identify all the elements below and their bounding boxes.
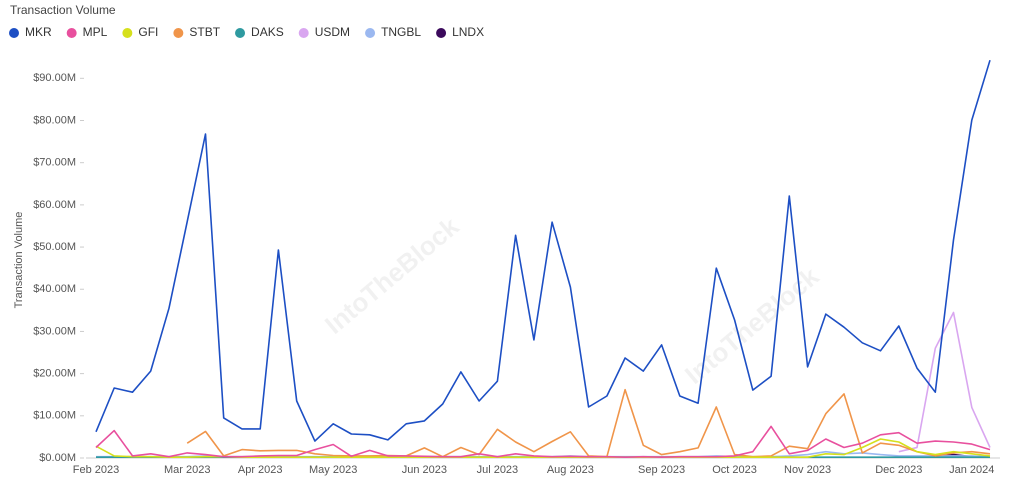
watermark: IntoTheBlock xyxy=(319,211,465,340)
series-line xyxy=(95,59,991,442)
y-tick-label: $80.00M xyxy=(33,114,76,126)
x-tick-label: Oct 2023 xyxy=(712,464,757,476)
legend-marker xyxy=(436,28,447,38)
legend-label: TNGBL xyxy=(381,25,421,39)
legend-marker xyxy=(298,28,309,38)
x-tick-label: Apr 2023 xyxy=(238,464,283,476)
legend-label: STBT xyxy=(189,25,220,39)
y-tick-label: $10.00M xyxy=(33,410,76,422)
y-tick-label: $20.00M xyxy=(33,368,76,380)
legend-marker xyxy=(235,28,246,38)
x-tick-label: Mar 2023 xyxy=(164,464,210,476)
y-tick-label: $30.00M xyxy=(33,325,76,337)
x-tick-label: Nov 2023 xyxy=(784,464,831,476)
legend-marker xyxy=(365,28,376,38)
legend-label: LNDX xyxy=(452,25,484,39)
x-tick-label: Aug 2023 xyxy=(547,464,594,476)
x-tick-label: Feb 2023 xyxy=(73,464,119,476)
x-tick-label: May 2023 xyxy=(309,464,357,476)
legend-marker xyxy=(122,28,133,38)
y-tick-label: $60.00M xyxy=(33,199,76,211)
legend-label: GFI xyxy=(138,25,158,39)
chart-title: Transaction Volume xyxy=(10,3,116,17)
y-tick-label: $90.00M xyxy=(33,72,76,84)
legend-marker xyxy=(9,28,19,38)
x-tick-label: Dec 2023 xyxy=(875,464,922,476)
y-tick-label: $70.00M xyxy=(33,157,76,169)
y-tick-label: $0.00M xyxy=(39,452,76,464)
x-tick-label: Jan 2024 xyxy=(949,464,994,476)
legend-label: MKR xyxy=(25,25,52,39)
series-line xyxy=(898,311,991,453)
y-tick-label: $50.00M xyxy=(33,241,76,253)
x-tick-label: Jun 2023 xyxy=(402,464,447,476)
x-tick-label: Sep 2023 xyxy=(638,464,685,476)
y-axis-label: Transaction Volume xyxy=(13,212,25,309)
legend-marker xyxy=(173,28,184,38)
series-line xyxy=(95,425,991,458)
y-tick-label: $40.00M xyxy=(33,283,76,295)
x-tick-label: Jul 2023 xyxy=(477,464,519,476)
legend-marker xyxy=(66,28,77,38)
legend-label: DAKS xyxy=(251,25,284,39)
legend-label: USDM xyxy=(315,25,350,39)
legend-label: MPL xyxy=(83,25,108,39)
